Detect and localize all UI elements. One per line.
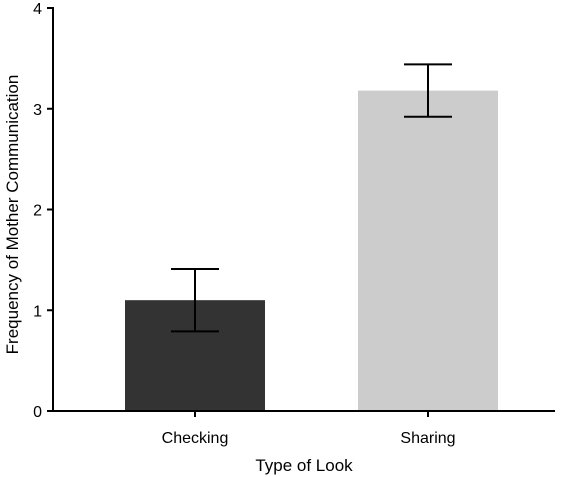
x-axis-title: Type of Look (255, 456, 353, 475)
plot-area (125, 63, 498, 412)
y-tick-label: 4 (33, 1, 42, 18)
x-tick-label-sharing: Sharing (400, 430, 455, 447)
error-bar-sharing (404, 63, 452, 118)
bar-sharing (358, 90, 498, 412)
x-axis-ticks: Checking Sharing (162, 411, 456, 447)
y-axis-title: Frequency of Mother Communication (3, 75, 22, 355)
y-tick-label: 3 (33, 102, 42, 119)
y-axis-ticks: 0 1 2 3 4 (33, 1, 53, 421)
x-tick-label-checking: Checking (162, 430, 229, 447)
error-bar-checking (171, 267, 219, 333)
y-tick-label: 1 (33, 303, 42, 320)
y-tick-label: 0 (33, 404, 42, 421)
y-tick-label: 2 (33, 203, 42, 220)
